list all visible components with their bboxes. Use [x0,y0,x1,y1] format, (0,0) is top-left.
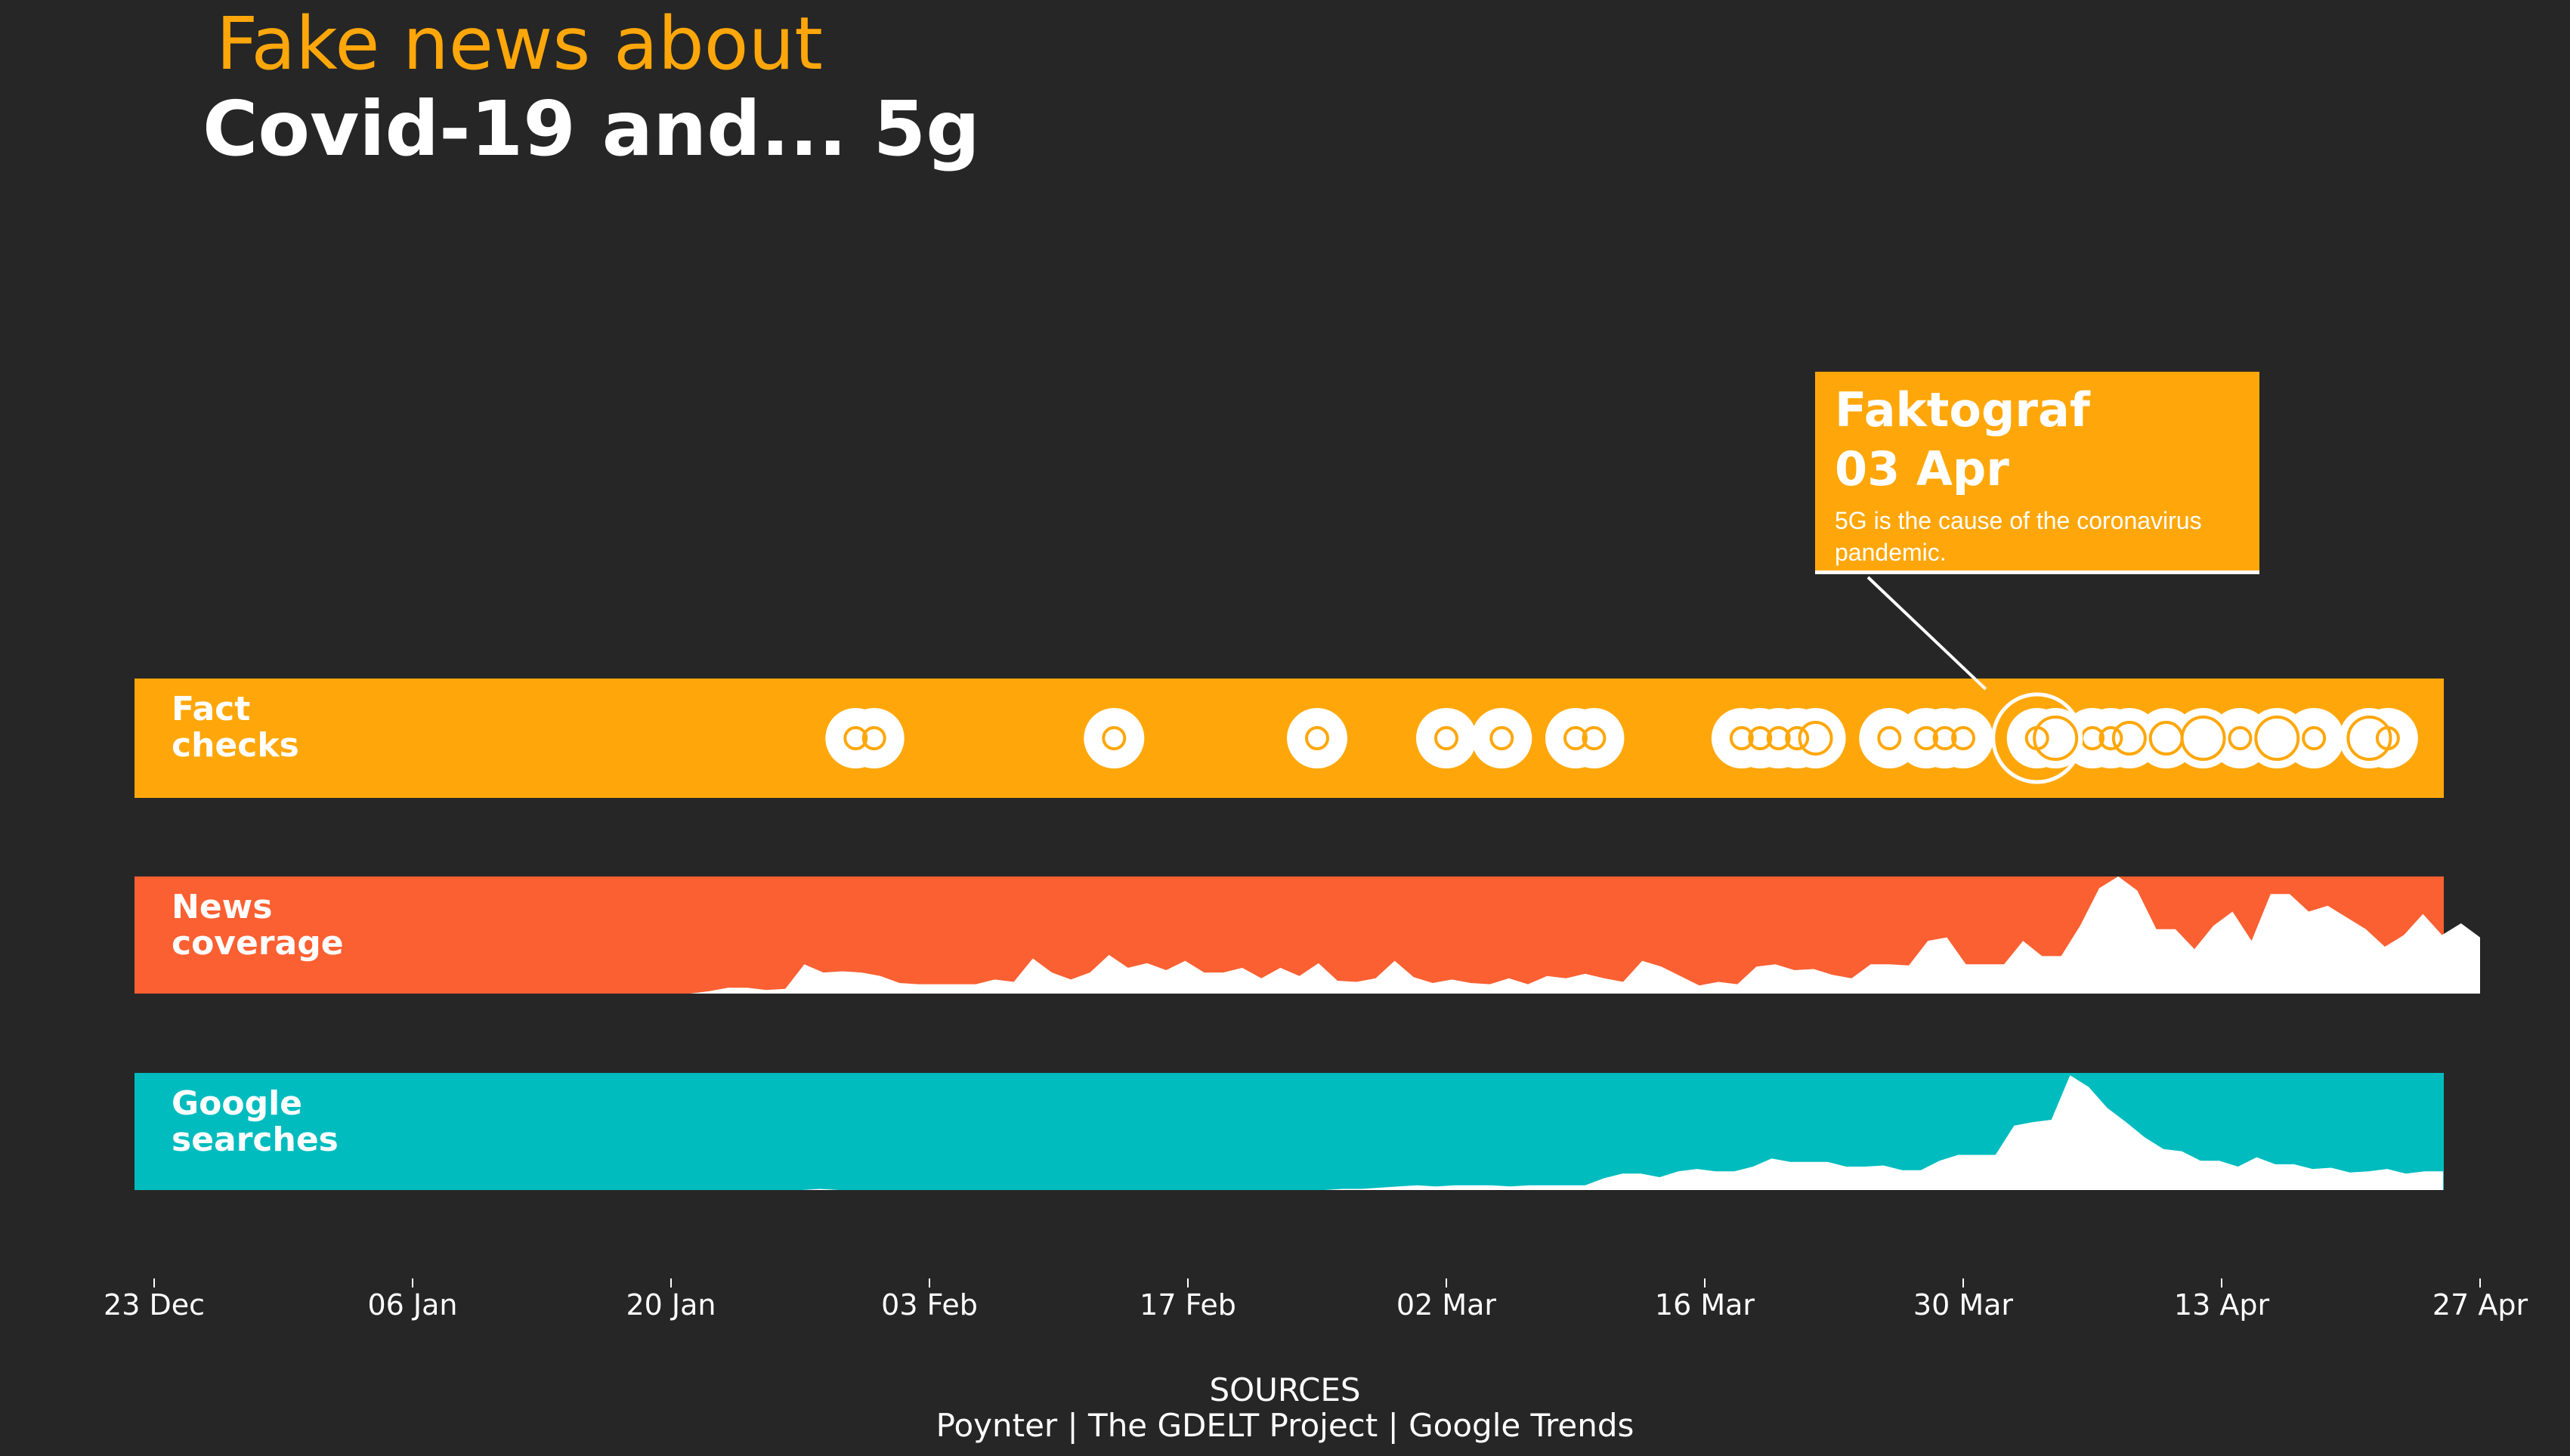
fact-check-ring [2033,716,2079,761]
title-line-1: Fake news about [216,2,823,86]
x-axis-tick-label: 02 Mar [1396,1288,1497,1322]
fact-check-bubble [2357,708,2418,768]
fact-check-ring [1877,726,1902,750]
fact-check-ring [2098,726,2123,750]
tooltip-leader-line [1866,576,1987,691]
fact-check-ring [1489,726,1514,750]
band-2-label: News coverage [172,888,344,963]
fact-check-ring [1748,726,1773,750]
fact-check-ring [1305,726,1329,750]
fact-check-bubble [2284,708,2345,768]
tooltip-claim: 5G is the cause of the coronavirus pande… [1835,507,2202,566]
fact-check-bubble [1785,708,1846,768]
fact-check-ring [1102,726,1127,750]
sources-line: Poynter | The GDELT Project | Google Tre… [936,1407,1634,1444]
fact-check-ring [1932,726,1957,750]
fact-check-bubble [843,708,905,768]
fact-check-bubble [1287,708,1347,768]
tooltip-date: 03 Apr [1835,441,2009,496]
fact-check-ring [2111,721,2147,756]
fact-check-ring [861,726,886,750]
fact-check-bubble [1933,708,1993,768]
fact-check-ring [1785,726,1810,750]
x-axis-tick-label: 23 Dec [104,1288,205,1322]
fact-check-ring [2346,716,2392,761]
sources-heading: SOURCES [1209,1371,1361,1408]
fact-check-ring [2375,726,2400,750]
fact-check-ring [1582,726,1607,750]
fact-check-ring [1434,726,1458,750]
fact-check-ring [2228,726,2253,750]
fact-check-ring [1914,726,1939,750]
fact-check-ring [1729,726,1754,750]
title-line-2: Covid-19 and... 5g [203,85,980,173]
x-axis-tick-label: 13 Apr [2174,1288,2270,1322]
fact-check-bubble [1416,708,1477,768]
x-axis-tick-label: 17 Feb [1140,1288,1236,1322]
band-3-area [671,1075,2444,1190]
fact-check-ring [1951,726,1975,750]
fact-check-bubble [1471,708,1532,768]
fact-check-ring [1563,726,1588,750]
fact-check-bubble [1084,708,1145,768]
highlighted-fact-check [1991,692,2083,784]
tooltip-source: Faktograf [1835,382,2090,437]
fact-check-ring [2302,726,2327,750]
x-axis-tick-label: 16 Mar [1655,1288,1755,1322]
x-axis-tick-label: 06 Jan [367,1288,457,1322]
x-axis-tick-label: 20 Jan [626,1288,716,1322]
fact-check-bubble [1563,708,1625,768]
fact-check-tooltip: Faktograf 03 Apr 5G is the cause of the … [1815,372,2259,574]
fact-check-ring [843,726,868,750]
band-2-area [671,876,2480,994]
x-axis-tick-label: 27 Apr [2432,1288,2528,1322]
band-3-label: Google searches [172,1084,339,1159]
fact-check-ring [1766,726,1791,750]
fact-check-ring [2180,716,2226,761]
fact-check-ring [1798,721,1833,756]
fact-check-ring [2254,716,2300,761]
x-axis-tick-label: 03 Feb [881,1288,978,1322]
band-1-label: Fact checks [172,690,299,765]
x-axis-tick-label: 30 Mar [1913,1288,2014,1322]
